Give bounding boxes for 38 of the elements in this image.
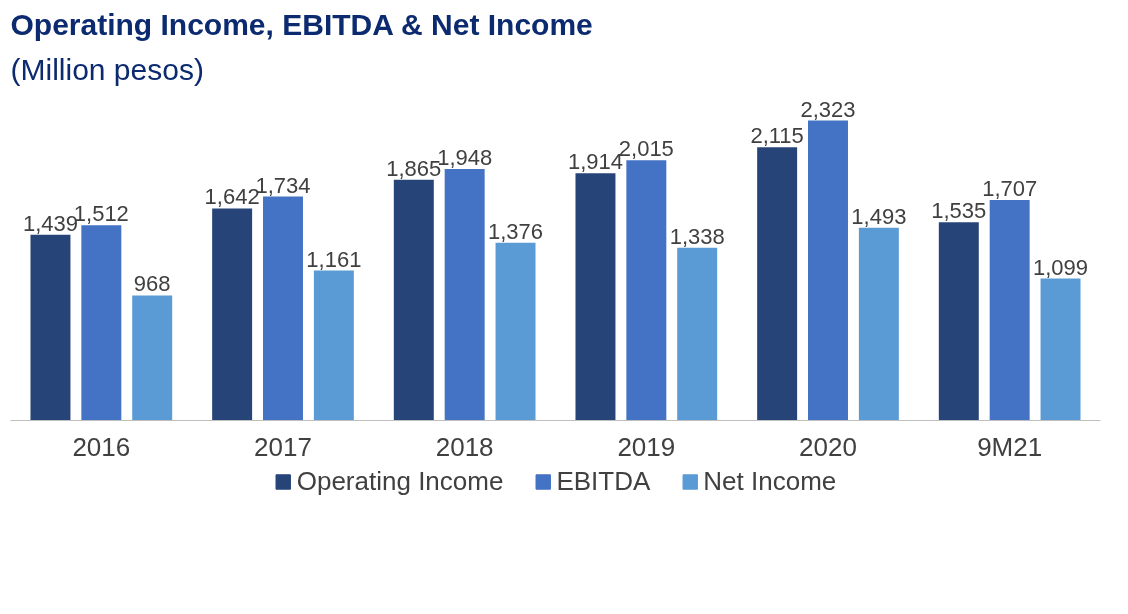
data-label: 1,099 [1033, 254, 1089, 280]
bar [393, 179, 434, 421]
legend-label: EBITDA [556, 465, 651, 497]
bar [938, 222, 979, 421]
data-label: 1,493 [851, 203, 907, 229]
x-tick-label: 9M21 [977, 431, 1043, 462]
bar [263, 196, 303, 421]
legend-label: Operating Income [296, 465, 504, 497]
chart-subtitle: (Million pesos) [10, 52, 204, 86]
bar [626, 160, 667, 421]
bar [212, 208, 253, 421]
bar [313, 270, 354, 421]
chart-title: Operating Income, EBITDA & Net Income [10, 7, 593, 41]
bar [575, 173, 616, 421]
data-label: 2,323 [800, 96, 856, 122]
x-tick-label: 2020 [799, 431, 857, 462]
bar [757, 147, 798, 421]
x-tick-label: 2019 [617, 431, 676, 462]
bar [30, 234, 71, 421]
bar [132, 295, 173, 421]
bar [495, 242, 536, 421]
x-tick-label: 2018 [435, 431, 494, 462]
bar [1040, 278, 1081, 421]
legend-label: Net Income [703, 465, 837, 497]
bar [444, 168, 485, 421]
data-label: 968 [133, 271, 171, 297]
data-label: 1,376 [488, 218, 544, 244]
x-tick-label: 2017 [254, 431, 312, 462]
x-tick-label: 2016 [72, 431, 131, 462]
data-label: 1,161 [306, 246, 362, 272]
bar [81, 225, 122, 421]
data-label: 2,115 [750, 123, 804, 149]
bar [858, 227, 899, 421]
data-label: 1,338 [669, 223, 725, 249]
bar [989, 200, 1030, 421]
bar [677, 247, 718, 421]
bar [808, 120, 848, 421]
data-label: 1,642 [204, 184, 260, 210]
